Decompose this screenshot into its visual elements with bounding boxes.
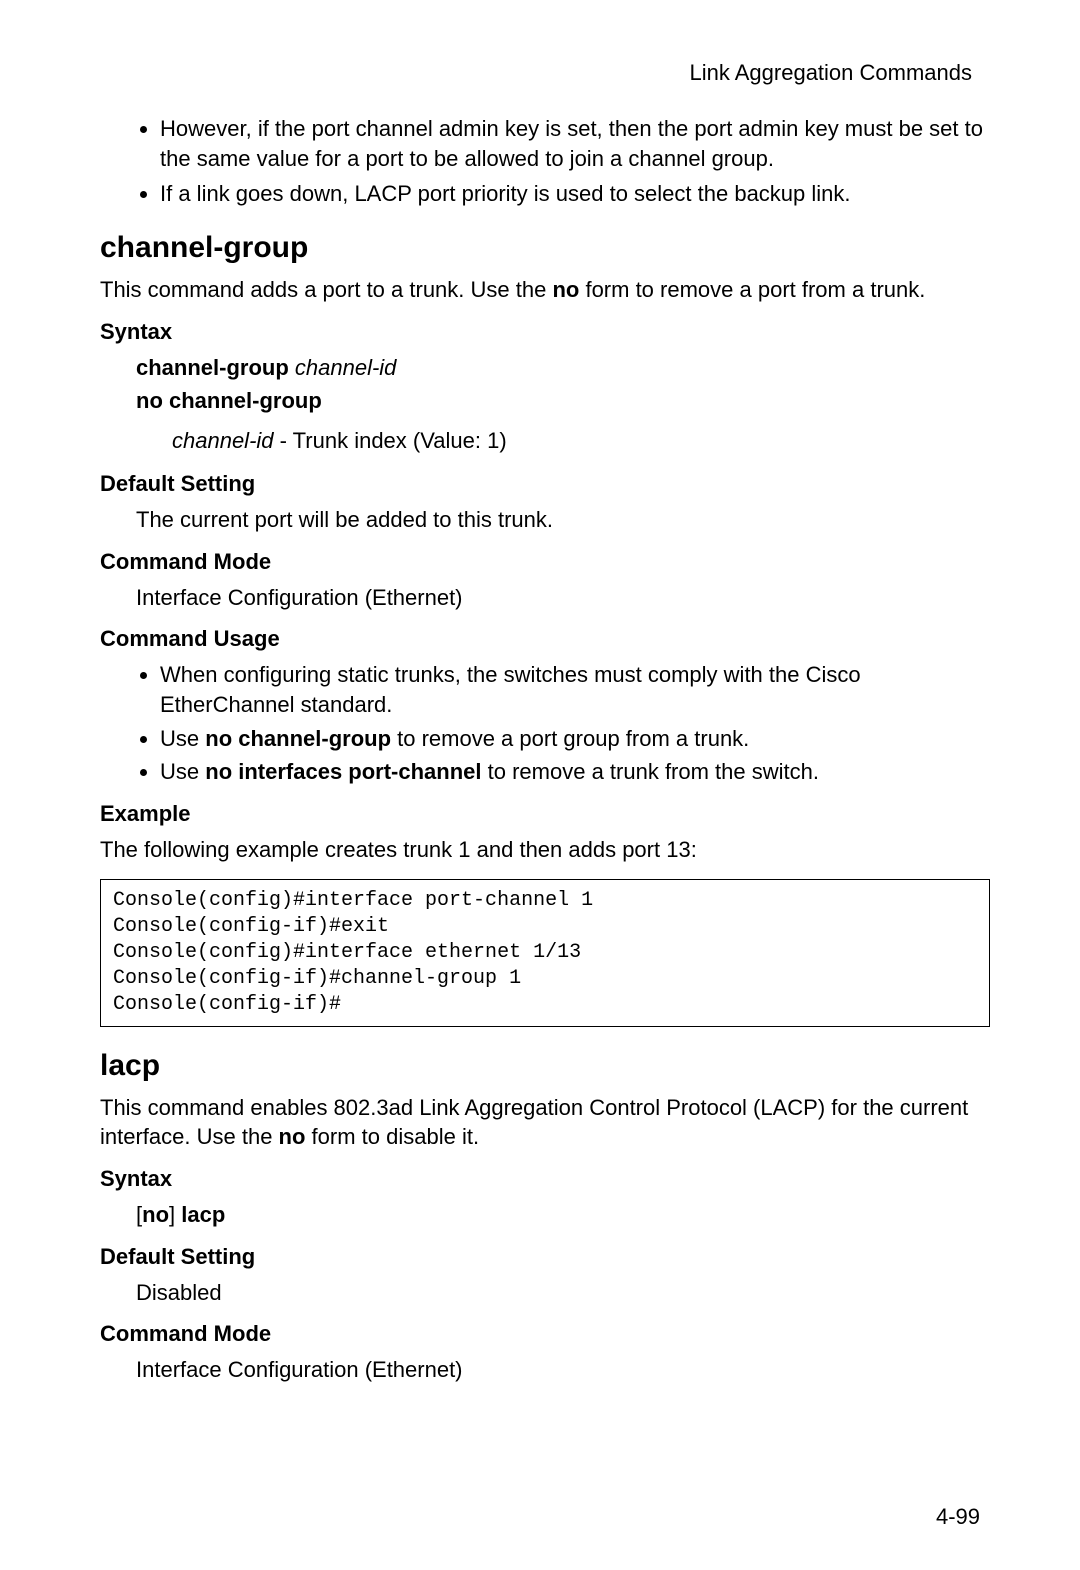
list-item: However, if the port channel admin key i… xyxy=(160,114,990,173)
section-title-lacp: lacp xyxy=(100,1049,990,1083)
code-block: Console(config)#interface port-channel 1… xyxy=(100,879,990,1027)
command-mode-text: Interface Configuration (Ethernet) xyxy=(136,583,990,613)
text: - Trunk index (Value: 1) xyxy=(274,428,507,453)
list-item: Use no interfaces port-channel to remove… xyxy=(160,757,990,787)
syntax-line: channel-group channel-id xyxy=(136,353,990,383)
top-bullets: However, if the port channel admin key i… xyxy=(100,114,990,209)
text-bold: no xyxy=(142,1202,169,1227)
text-bold: lacp xyxy=(181,1202,225,1227)
list-item: When configuring static trunks, the swit… xyxy=(160,660,990,719)
lacp-intro: This command enables 802.3ad Link Aggreg… xyxy=(100,1093,990,1152)
lacp-default-setting-text: Disabled xyxy=(136,1278,990,1308)
header-right: Link Aggregation Commands xyxy=(100,60,972,86)
lacp-command-mode-text: Interface Configuration (Ethernet) xyxy=(136,1355,990,1385)
text-bold: no channel-group xyxy=(205,726,391,751)
example-text: The following example creates trunk 1 an… xyxy=(100,835,990,865)
text-italic: channel-id xyxy=(295,355,397,380)
syntax-block: channel-group channel-id no channel-grou… xyxy=(136,353,990,416)
subhead-command-mode: Command Mode xyxy=(100,549,990,575)
text-bold: no channel-group xyxy=(136,388,322,413)
syntax-line: no channel-group xyxy=(136,386,990,416)
text: Use xyxy=(160,759,205,784)
text: Use xyxy=(160,726,205,751)
lacp-syntax-line: [no] lacp xyxy=(136,1200,990,1230)
command-usage-list: When configuring static trunks, the swit… xyxy=(100,660,990,787)
subhead-syntax: Syntax xyxy=(100,1166,990,1192)
text: to remove a port group from a trunk. xyxy=(391,726,749,751)
text-bold: no xyxy=(279,1124,306,1149)
subhead-default-setting: Default Setting xyxy=(100,471,990,497)
subhead-example: Example xyxy=(100,801,990,827)
text: ] xyxy=(169,1202,175,1227)
text-italic: channel-id xyxy=(172,428,274,453)
list-item: If a link goes down, LACP port priority … xyxy=(160,179,990,209)
text: to remove a trunk from the switch. xyxy=(482,759,819,784)
subhead-syntax: Syntax xyxy=(100,319,990,345)
text: This command enables 802.3ad Link Aggreg… xyxy=(100,1095,968,1150)
syntax-param: channel-id - Trunk index (Value: 1) xyxy=(172,426,990,457)
subhead-default-setting: Default Setting xyxy=(100,1244,990,1270)
subhead-command-usage: Command Usage xyxy=(100,626,990,652)
subhead-command-mode: Command Mode xyxy=(100,1321,990,1347)
text-bold: channel-group xyxy=(136,355,289,380)
text: form to remove a port from a trunk. xyxy=(579,277,925,302)
text-bold: no xyxy=(552,277,579,302)
section-title-channel-group: channel-group xyxy=(100,231,990,265)
list-item: Use no channel-group to remove a port gr… xyxy=(160,724,990,754)
channel-group-intro: This command adds a port to a trunk. Use… xyxy=(100,275,990,305)
text: This command adds a port to a trunk. Use… xyxy=(100,277,552,302)
page-number: 4-99 xyxy=(936,1504,980,1530)
default-setting-text: The current port will be added to this t… xyxy=(136,505,990,535)
page: Link Aggregation Commands However, if th… xyxy=(0,0,1080,1570)
text-bold: no interfaces port-channel xyxy=(205,759,481,784)
text: form to disable it. xyxy=(305,1124,479,1149)
